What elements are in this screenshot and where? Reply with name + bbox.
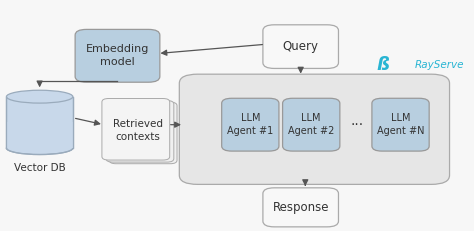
FancyBboxPatch shape bbox=[75, 29, 160, 82]
FancyBboxPatch shape bbox=[179, 74, 449, 184]
Text: Embedding
model: Embedding model bbox=[86, 44, 149, 67]
Text: ß: ß bbox=[377, 56, 390, 74]
Text: Retrieved
contexts: Retrieved contexts bbox=[113, 119, 163, 142]
Ellipse shape bbox=[7, 142, 73, 155]
Text: ···: ··· bbox=[350, 118, 364, 132]
Bar bbox=[7, 97, 73, 148]
Ellipse shape bbox=[7, 90, 73, 103]
FancyBboxPatch shape bbox=[263, 188, 338, 227]
FancyBboxPatch shape bbox=[102, 98, 170, 160]
FancyBboxPatch shape bbox=[106, 100, 174, 162]
Bar bbox=[7, 122, 73, 148]
FancyBboxPatch shape bbox=[283, 98, 340, 151]
Text: Response: Response bbox=[273, 201, 329, 214]
Text: LLM
Agent #1: LLM Agent #1 bbox=[227, 113, 273, 136]
FancyBboxPatch shape bbox=[222, 98, 279, 151]
Text: RayServe: RayServe bbox=[415, 60, 465, 70]
FancyBboxPatch shape bbox=[372, 98, 429, 151]
FancyBboxPatch shape bbox=[263, 25, 338, 68]
Text: LLM
Agent #2: LLM Agent #2 bbox=[288, 113, 335, 136]
Text: LLM
Agent #N: LLM Agent #N bbox=[377, 113, 424, 136]
Text: Query: Query bbox=[283, 40, 319, 53]
FancyBboxPatch shape bbox=[109, 102, 177, 164]
Text: Vector DB: Vector DB bbox=[14, 163, 65, 173]
